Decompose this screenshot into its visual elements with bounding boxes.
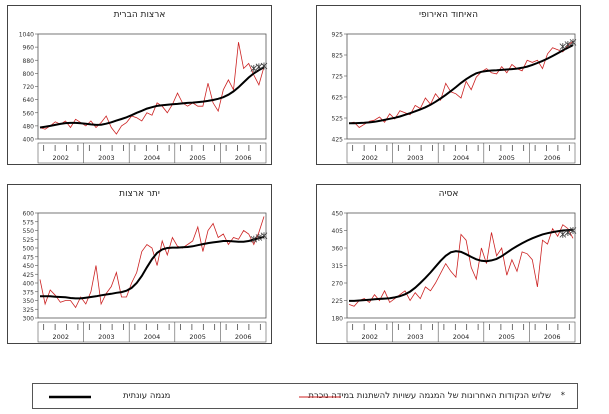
y-tick-label: 180: [332, 316, 344, 323]
x-year-label: 2006: [235, 333, 252, 341]
forecast-point: [559, 230, 567, 238]
x-year-label: 2005: [189, 333, 206, 341]
forecast-point: [255, 234, 263, 241]
y-tick-label: 375: [23, 289, 35, 296]
chart-svg: 400 480 560 640 720 800 880 960 1040 2002 2003 2004…: [19, 32, 268, 164]
y-tick-label: 1040: [19, 32, 34, 39]
y-tick-label: 270: [332, 281, 344, 288]
x-year-label: 2005: [498, 333, 515, 341]
y-tick-label: 315: [332, 263, 344, 270]
x-year-label: 2004: [144, 154, 161, 162]
panel-title: ארצות הברית: [113, 10, 166, 20]
x-year-label: 2003: [407, 333, 424, 341]
x-year-label: 2003: [98, 154, 115, 162]
y-tick-label: 350: [23, 298, 35, 305]
x-axis-strip: [37, 142, 267, 164]
x-year-label: 2006: [235, 154, 252, 162]
y-tick-label: 425: [332, 137, 344, 144]
y-tick-label: 550: [23, 228, 35, 235]
series-actual-line: [39, 42, 265, 135]
y-tick-label: 450: [23, 263, 35, 270]
series-actual-line: [348, 224, 574, 307]
legend-trend-label: מגמה עונתית: [123, 391, 171, 401]
y-tick-label: 825: [332, 53, 344, 60]
x-axis-strip: [346, 142, 576, 164]
forecast-point: [569, 38, 577, 46]
legend-note-symbol: *: [560, 391, 565, 401]
x-year-label: 2002: [362, 333, 379, 341]
series-trend-line: [40, 235, 265, 300]
y-tick-label: 325: [23, 307, 35, 314]
legend-actual-swatch: [299, 396, 341, 398]
y-tick-label: 640: [23, 97, 35, 104]
legend: * שלוש הנקודות האחרונות של המגמה עשויות …: [32, 383, 578, 409]
y-tick-label: 400: [23, 281, 35, 288]
panel-title: יתר ארצות: [119, 189, 160, 199]
y-tick-label: 725: [332, 74, 344, 81]
y-tick-label: 405: [332, 228, 344, 235]
y-tick-label: 525: [23, 237, 35, 244]
plot-area: [37, 33, 267, 140]
legend-trend-swatch: [49, 395, 91, 399]
x-year-label: 2004: [453, 154, 470, 162]
forecast-point: [250, 235, 258, 243]
x-year-label: 2003: [98, 333, 115, 341]
chart-panel-usa: ארצות הברית 400 480 560 640 720 800 880 960 1040…: [7, 5, 272, 165]
plot-area: [346, 33, 576, 140]
y-tick-label: 525: [332, 116, 344, 123]
y-tick-label: 925: [332, 32, 344, 39]
y-tick-label: 800: [23, 71, 35, 78]
y-tick-label: 225: [332, 298, 344, 305]
chart-panel-other: יתר ארצות 300 325 350 375 400 425 450 475 500 525…: [7, 184, 272, 344]
x-year-label: 2002: [362, 154, 379, 162]
x-year-label: 2004: [453, 333, 470, 341]
chart-panel-eu: האיחוד האירופי 425 525 625 725 825 925 2002 200…: [316, 5, 581, 165]
chart-svg: 3003253503754004254504755005255505756002…: [23, 211, 268, 343]
y-tick-label: 475: [23, 254, 35, 261]
x-year-label: 2002: [53, 154, 70, 162]
forecast-point: [564, 41, 572, 48]
chart-svg: 180 225 270 315 360 405 450 2002 2003 2004 2005 200…: [332, 211, 577, 343]
x-year-label: 2002: [53, 333, 70, 341]
y-tick-label: 500: [23, 246, 35, 253]
y-tick-label: 880: [23, 58, 35, 65]
y-tick-label: 575: [23, 219, 35, 226]
x-year-label: 2005: [189, 154, 206, 162]
x-year-label: 2006: [544, 154, 561, 162]
y-tick-label: 720: [23, 84, 35, 91]
y-tick-label: 400: [23, 137, 35, 144]
x-year-label: 2003: [407, 154, 424, 162]
forecast-point: [260, 62, 268, 70]
y-tick-label: 425: [23, 272, 35, 279]
forecast-point: [250, 64, 258, 72]
legend-note-text: שלוש הנקודות האחרונות של המגמה עשויות לה…: [308, 391, 551, 401]
forecast-point: [260, 232, 268, 240]
plot-area: [37, 212, 267, 319]
series-trend-line: [39, 66, 265, 129]
panel-title: אסיה: [438, 189, 459, 199]
x-year-label: 2004: [144, 333, 161, 341]
x-axis-strip: [346, 321, 576, 343]
y-tick-label: 300: [23, 316, 35, 323]
y-tick-label: 450: [332, 211, 344, 218]
y-tick-label: 600: [23, 211, 35, 218]
y-tick-label: 560: [23, 110, 35, 117]
y-tick-label: 960: [23, 45, 35, 52]
plot-area: [346, 212, 576, 319]
series-trend-line: [349, 228, 574, 302]
forecast-point: [569, 227, 577, 234]
series-trend-line: [349, 44, 574, 125]
chart-svg: 425 525 625 725 825 925 2002 2003 2004 2005 2006: [332, 32, 577, 164]
chart-panel-asia: אסיה 180 225 270 315 360 405 450 2002 2003 2004 20…: [316, 184, 581, 344]
y-tick-label: 360: [332, 246, 344, 253]
y-tick-label: 480: [23, 123, 35, 130]
panel-title: האיחוד האירופי: [418, 10, 479, 20]
x-year-label: 2005: [498, 154, 515, 162]
forecast-point: [564, 228, 572, 236]
x-axis-strip: [37, 321, 267, 343]
y-tick-label: 625: [332, 95, 344, 102]
forecast-point: [559, 43, 567, 51]
x-year-label: 2006: [544, 333, 561, 341]
